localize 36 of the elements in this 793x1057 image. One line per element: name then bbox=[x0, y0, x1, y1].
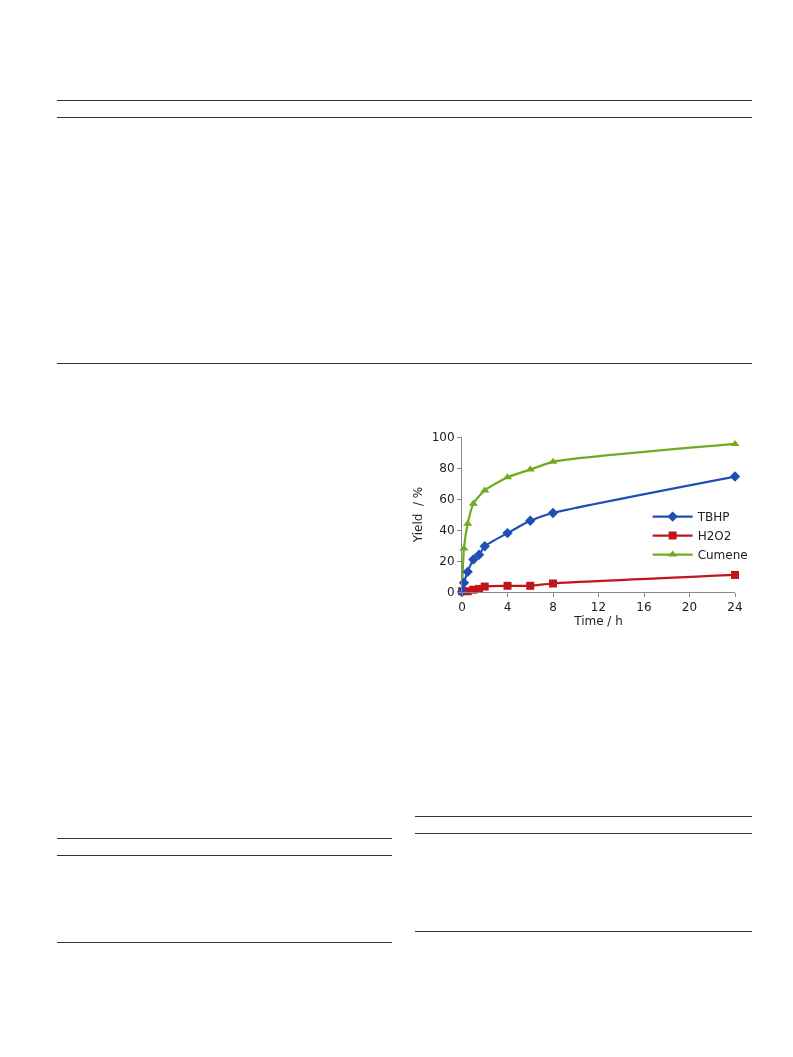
x-axis-title: Time / h bbox=[573, 614, 623, 629]
legend-label: TBHP bbox=[696, 510, 730, 525]
point bbox=[547, 507, 559, 519]
x-tick-label: 0 bbox=[458, 600, 466, 615]
point bbox=[503, 581, 512, 590]
y-tick-label: 20 bbox=[439, 554, 455, 569]
point bbox=[548, 457, 558, 464]
point bbox=[480, 582, 489, 591]
point bbox=[731, 570, 739, 579]
point bbox=[463, 519, 473, 526]
point bbox=[729, 471, 741, 482]
y-tick-label: 100 bbox=[431, 430, 455, 445]
point bbox=[479, 541, 490, 552]
legend-label: Cumene bbox=[697, 548, 748, 563]
point bbox=[730, 439, 740, 446]
point bbox=[549, 579, 557, 588]
point bbox=[473, 549, 485, 560]
x-tick-label: 20 bbox=[681, 600, 698, 615]
y-tick-label: 40 bbox=[439, 523, 455, 538]
point bbox=[502, 527, 513, 539]
y-tick-label: 60 bbox=[439, 492, 455, 507]
x-tick-label: 8 bbox=[549, 600, 557, 615]
point bbox=[462, 566, 473, 578]
x-tick-label: 4 bbox=[503, 600, 512, 615]
point bbox=[459, 544, 469, 551]
point bbox=[525, 515, 536, 526]
point bbox=[468, 554, 479, 565]
point bbox=[526, 581, 535, 590]
point bbox=[468, 499, 478, 506]
x-tick-label: 16 bbox=[636, 600, 652, 615]
x-tick-label: 12 bbox=[590, 600, 607, 615]
y-tick-label: 0 bbox=[446, 585, 455, 600]
y-tick-label: 80 bbox=[439, 461, 455, 476]
legend-label: H2O2 bbox=[697, 529, 732, 544]
x-tick-label: 24 bbox=[727, 600, 743, 615]
y-axis-title: Yield / % bbox=[410, 486, 425, 544]
